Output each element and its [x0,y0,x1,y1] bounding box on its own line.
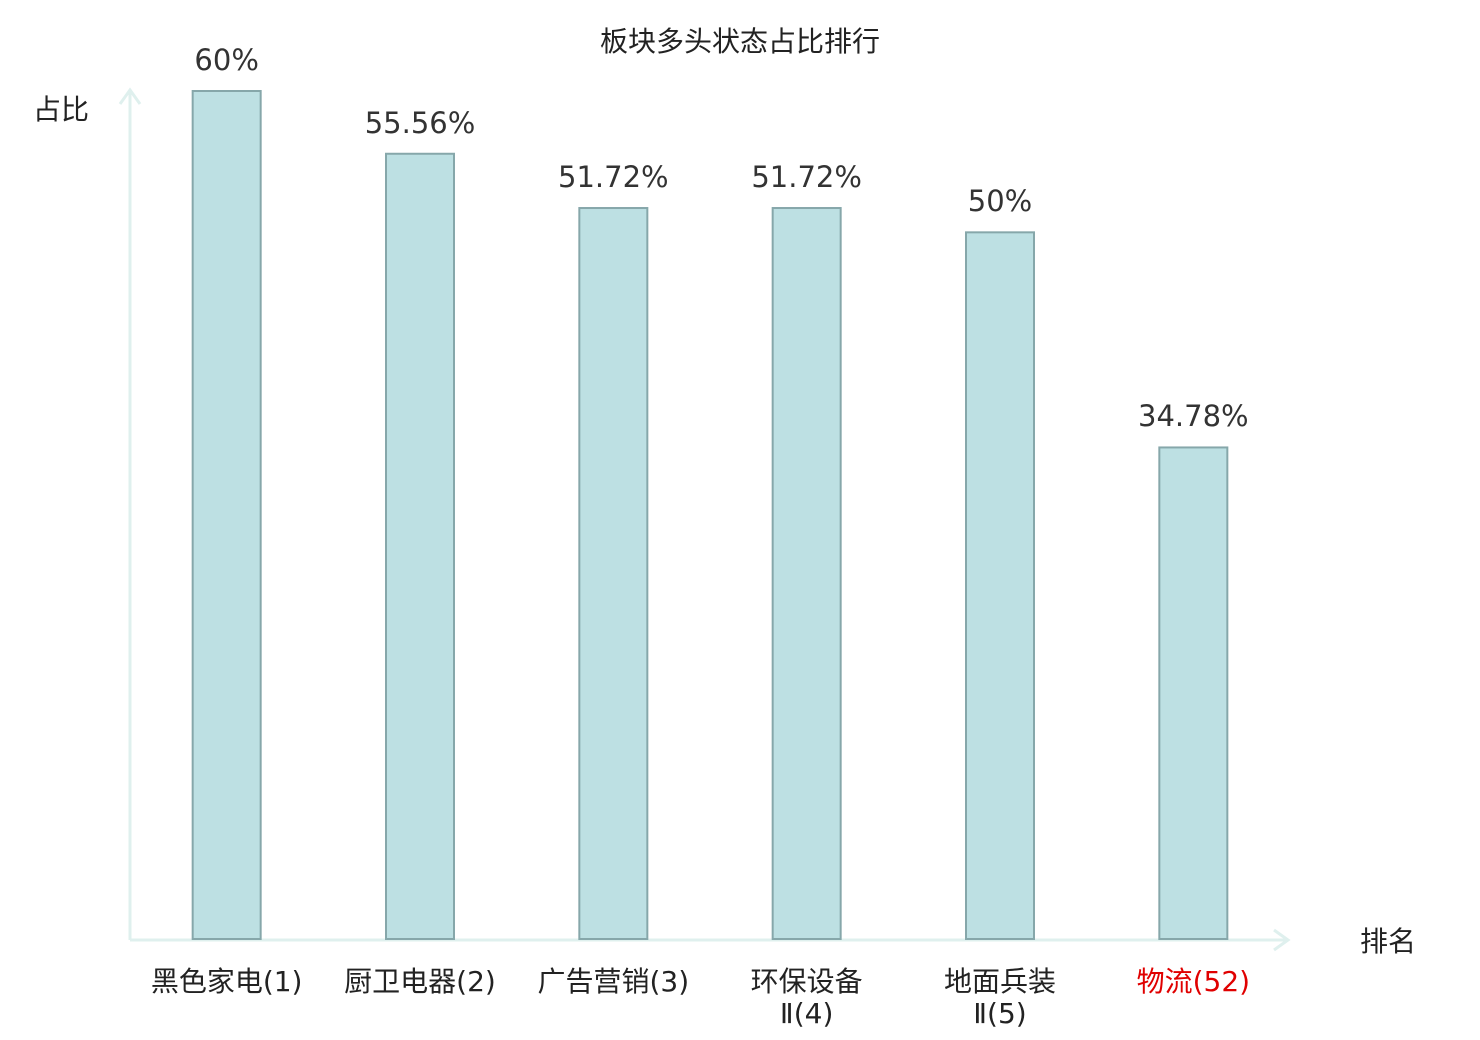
chart-title: 板块多头状态占比排行 [599,25,880,58]
x-tick-label: 物流(52) [1136,965,1251,998]
y-axis-label: 占比 [33,93,90,126]
bar [578,207,649,941]
value-label: 51.72% [751,160,862,195]
value-label: 34.78% [1138,399,1249,434]
x-tick-label: 环保设备Ⅱ(4) [750,965,863,1030]
value-label: 60% [194,43,259,77]
x-tick-label: 黑色家电(1) [150,965,303,998]
bar [965,231,1035,941]
x-axis-arrow [1273,928,1291,952]
bar [385,152,455,940]
bar [191,90,262,940]
x-tick-label: 广告营销(3) [537,965,690,998]
bar [771,207,842,941]
x-tick-label: 厨卫电器(2) [344,965,496,998]
x-axis-label: 排名 [1360,925,1417,958]
bar [1158,446,1229,940]
x-tick-label: 地面兵装Ⅱ(5) [943,965,1056,1030]
value-label: 50% [967,184,1033,219]
value-label: 55.56% [364,105,476,140]
value-label: 51.72% [558,160,669,195]
y-axis-arrow [118,87,142,105]
